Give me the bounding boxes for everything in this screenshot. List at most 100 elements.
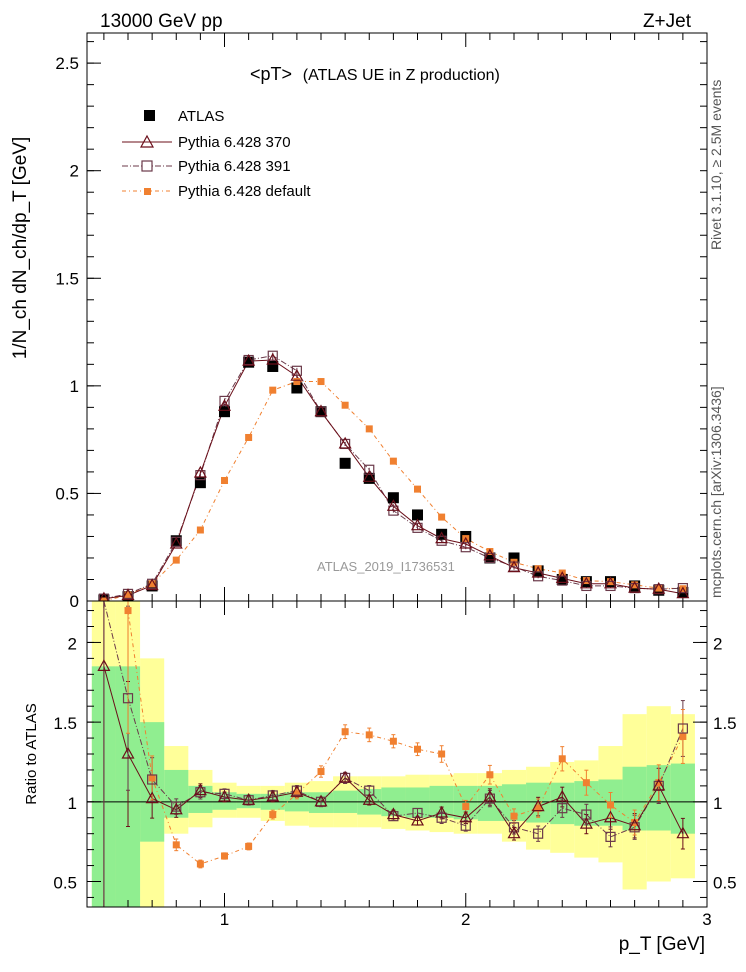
process-label: Z+Jet (643, 11, 692, 32)
ratio-point-pdef (293, 790, 301, 798)
ratio-plot-frame (86, 600, 708, 908)
ratio-point-pdef (245, 842, 253, 850)
ratio-point-p370 (435, 805, 449, 818)
ratio-point-pdef (534, 804, 542, 812)
ratio-point-pdef (341, 728, 349, 736)
data-point-p370 (603, 576, 618, 589)
legend-label-pdef: Pythia 6.428 default (178, 183, 311, 200)
data-point-p370 (531, 565, 545, 578)
y-tick-label-ratio-right: 1.5 (713, 714, 737, 733)
y-tick-label-ratio-right: 0.5 (713, 874, 737, 893)
data-point-pdef (148, 580, 156, 588)
legend-label-atlas: ATLAS (178, 108, 224, 125)
ratio-point-p370 (386, 807, 400, 820)
data-point-p391 (291, 365, 302, 376)
ratio-point-pdef (462, 803, 470, 811)
data-point-atlas (436, 528, 448, 540)
y-tick-label-ratio: 1 (68, 794, 77, 813)
ylabel-ratio: Ratio to ATLAS (23, 703, 40, 804)
ratio-point-pdef (414, 745, 422, 753)
ratio-point-pdef (486, 771, 494, 779)
ratio-point-p370 (193, 783, 207, 796)
xlabel: p_T [GeV] (619, 934, 705, 955)
data-point-atlas (508, 552, 520, 564)
ratio-point-p391 (171, 801, 182, 812)
data-point-atlas (170, 535, 182, 547)
data-point-p370 (507, 560, 521, 573)
y-tick-label-ratio-right: 2 (713, 634, 722, 653)
legend-marker-pdef (144, 188, 151, 195)
ratio-point-pdef (221, 852, 229, 860)
plot-title: <pT> (ATLAS UE in Z production) (250, 64, 500, 84)
arxiv-label: mcplots.cern.ch [arXiv:1306.3436] (708, 386, 724, 598)
ratio-point-p370 (628, 818, 642, 831)
ratio-point-p370 (410, 813, 425, 826)
data-point-atlas (219, 406, 231, 418)
data-point-p391 (364, 464, 375, 475)
plot-title-sub: (ATLAS UE in Z production) (303, 67, 500, 84)
ratio-point-pdef (582, 779, 590, 787)
data-point-p370 (193, 465, 207, 478)
ratio-point-p370 (579, 816, 593, 829)
data-point-p370 (435, 531, 449, 544)
x-tick-label: 3 (702, 910, 711, 929)
data-point-atlas (387, 492, 399, 504)
data-point-pdef (365, 425, 373, 433)
ratio-point-pdef (558, 755, 566, 763)
ratio-point-p370 (555, 789, 569, 802)
y-tick-label-ratio: 1.5 (53, 714, 77, 733)
data-point-pdef (341, 401, 349, 409)
ratio-point-p391 (147, 774, 158, 785)
ratio-point-p370 (290, 785, 304, 797)
ratio-point-p370 (459, 810, 473, 823)
data-point-p370 (266, 352, 280, 365)
ratio-point-p370 (242, 792, 256, 805)
ratio-point-p370 (266, 789, 280, 802)
data-point-atlas (291, 382, 303, 394)
ratio-point-pdef (172, 841, 180, 849)
ratio-point-p391 (412, 807, 423, 819)
ratio-point-pdef (317, 768, 325, 776)
ratio-point-p370 (483, 789, 497, 802)
ratio-point-p370 (169, 802, 183, 815)
data-point-p370 (579, 576, 593, 589)
data-point-p370 (483, 548, 497, 561)
ratio-point-p370 (145, 791, 159, 804)
data-point-atlas (363, 472, 375, 484)
data-point-p391 (677, 582, 688, 594)
ratio-point-pdef (196, 860, 204, 868)
y-tick-label-main: 0.5 (55, 484, 79, 503)
data-point-p370 (410, 518, 425, 531)
ratio-point-p370 (97, 659, 111, 671)
ratio-point-p370 (314, 794, 328, 807)
ratio-point-p370 (121, 746, 135, 759)
data-point-p370 (169, 536, 183, 549)
ratio-point-pdef (679, 732, 687, 740)
data-point-p391 (267, 350, 278, 361)
data-point-pdef (438, 513, 446, 521)
data-point-atlas (339, 457, 351, 469)
ratio-point-p370 (652, 778, 666, 791)
ratio-point-pdef (365, 731, 373, 739)
y-tick-label-main: 2 (70, 162, 79, 181)
ratio-point-p391 (508, 822, 520, 833)
ratio-point-p391 (122, 693, 134, 704)
ratio-point-p391 (677, 723, 688, 734)
y-tick-label-main: 1 (70, 377, 79, 396)
ratio-point-pdef (269, 811, 277, 819)
legend-marker-atlas (144, 110, 155, 121)
y-tick-label-main: 1.5 (55, 269, 79, 288)
ratio-point-p370 (603, 810, 618, 823)
ratio-point-p391 (557, 803, 568, 814)
data-point-pdef (221, 477, 229, 485)
ratio-point-pdef (655, 779, 663, 787)
ratio-point-p370 (531, 799, 545, 812)
plot-title-main: <pT> (250, 64, 292, 84)
ratio-point-p391 (605, 831, 616, 842)
data-point-pdef (414, 485, 422, 493)
data-point-atlas (267, 360, 279, 372)
ratio-point-p370 (362, 792, 376, 805)
data-point-p370 (290, 368, 304, 381)
data-point-p370 (652, 581, 666, 594)
